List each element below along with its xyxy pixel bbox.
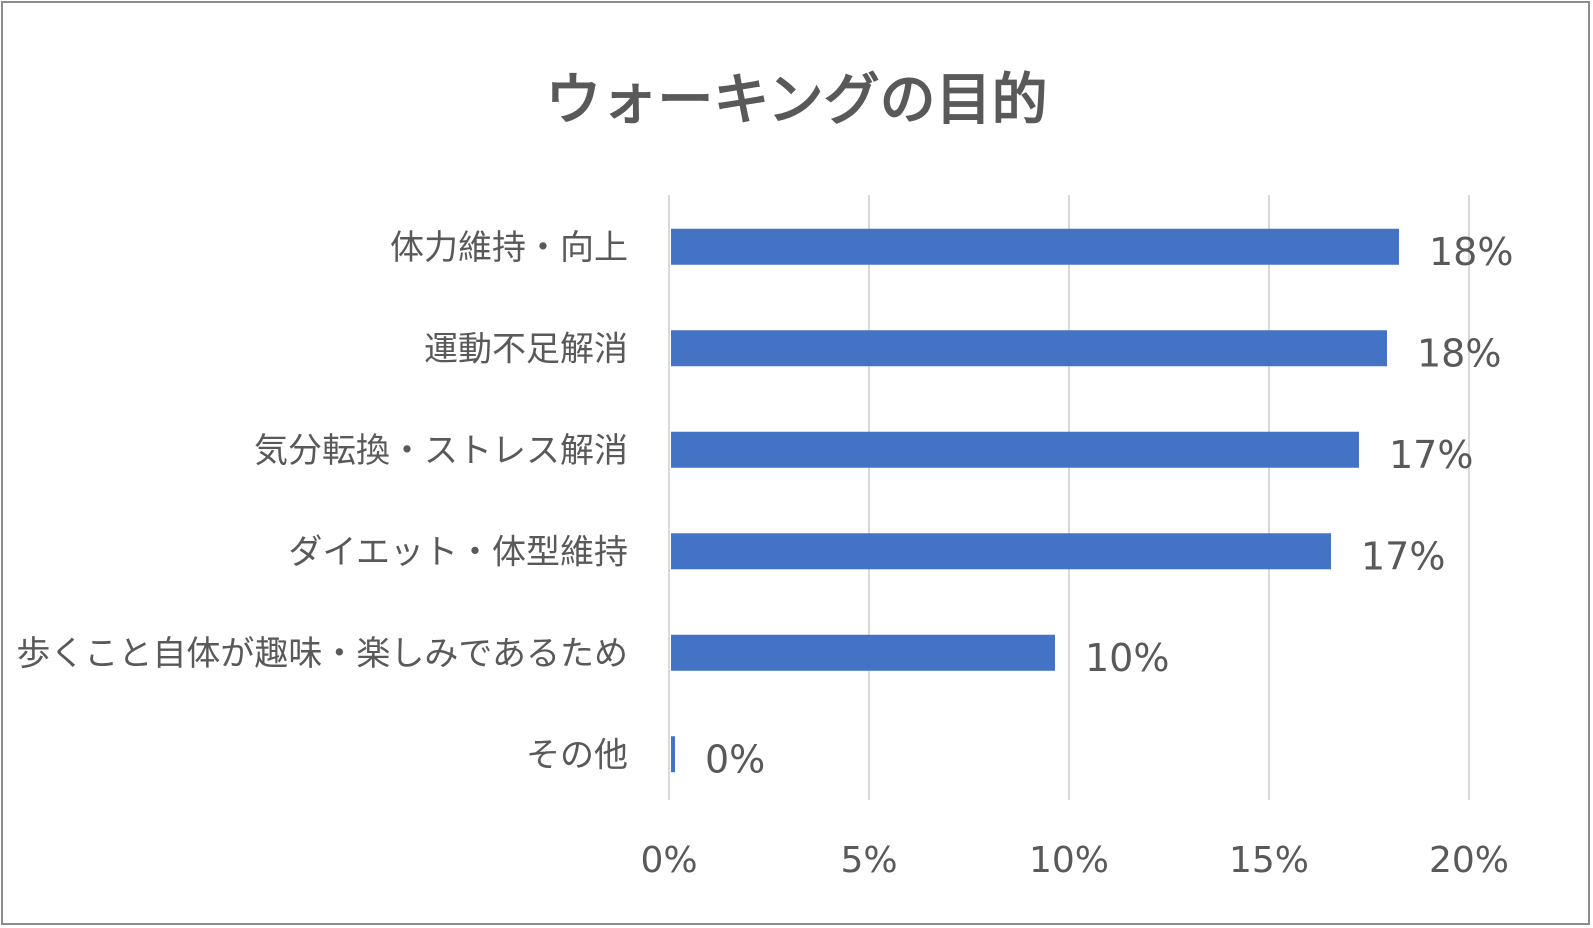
chart-title: ウォーキングの目的 xyxy=(545,68,1048,133)
data-label: 10% xyxy=(1085,636,1169,680)
x-tick-label: 0% xyxy=(640,840,697,881)
category-label: その他 xyxy=(526,735,628,775)
data-label: 0% xyxy=(705,737,765,781)
data-label: 17% xyxy=(1361,534,1445,578)
category-label: 気分転換・ストレス解消 xyxy=(254,431,628,471)
data-label: 18% xyxy=(1417,331,1501,375)
data-label: 17% xyxy=(1389,433,1473,477)
x-tick-label: 15% xyxy=(1229,840,1309,881)
data-label: 18% xyxy=(1429,230,1513,274)
bar xyxy=(671,431,1359,468)
category-label: ダイエット・体型維持 xyxy=(288,532,628,572)
x-tick-label: 10% xyxy=(1029,840,1109,881)
x-tick-label: 20% xyxy=(1429,840,1509,881)
bar xyxy=(671,634,1055,671)
category-label: 運動不足解消 xyxy=(424,329,628,369)
bar xyxy=(671,736,675,773)
bar xyxy=(671,533,1331,570)
bar xyxy=(671,330,1387,367)
bar xyxy=(671,228,1399,265)
category-label: 歩くこと自体が趣味・楽しみであるため xyxy=(16,634,628,674)
category-label: 体力維持・向上 xyxy=(390,228,628,268)
x-tick-label: 5% xyxy=(840,840,897,881)
